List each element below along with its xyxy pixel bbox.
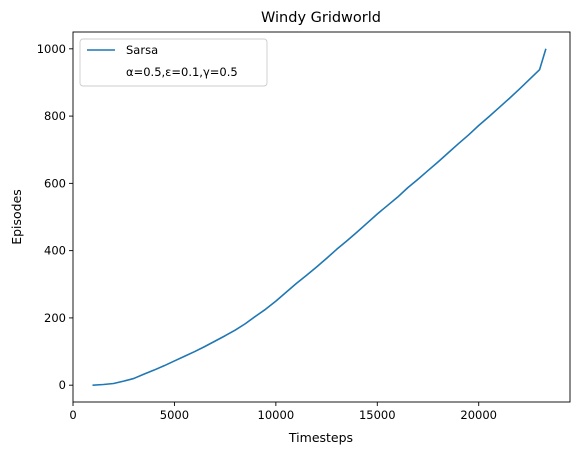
y-tick-label: 1000 bbox=[37, 42, 66, 56]
y-axis-label: Episodes bbox=[9, 189, 24, 245]
x-axis: 0 5000 10000 15000 20000 bbox=[69, 402, 497, 422]
y-tick-label: 800 bbox=[44, 109, 66, 123]
legend-label: α=0.5,ε=0.1,γ=0.5 bbox=[126, 65, 238, 79]
y-tick-label: 200 bbox=[44, 311, 66, 325]
y-tick-label: 600 bbox=[44, 176, 66, 190]
y-tick-label: 400 bbox=[44, 244, 66, 258]
x-tick-label: 5000 bbox=[160, 408, 189, 422]
y-axis: 0 200 400 600 800 1000 bbox=[37, 42, 73, 392]
x-tick-label: 20000 bbox=[460, 408, 497, 422]
plot-area bbox=[72, 31, 571, 403]
x-tick-label: 15000 bbox=[359, 408, 396, 422]
x-tick-label: 10000 bbox=[258, 408, 295, 422]
legend: Sarsa α=0.5,ε=0.1,γ=0.5 bbox=[79, 38, 268, 87]
y-tick-label: 0 bbox=[59, 378, 66, 392]
legend-box bbox=[79, 38, 268, 87]
plot-frame bbox=[72, 31, 571, 403]
chart-title: Windy Gridworld bbox=[261, 10, 381, 26]
legend-label: Sarsa bbox=[126, 43, 158, 57]
x-tick-label: 0 bbox=[69, 408, 76, 422]
series-line-0 bbox=[92, 48, 547, 387]
x-axis-label: Timesteps bbox=[288, 430, 353, 445]
